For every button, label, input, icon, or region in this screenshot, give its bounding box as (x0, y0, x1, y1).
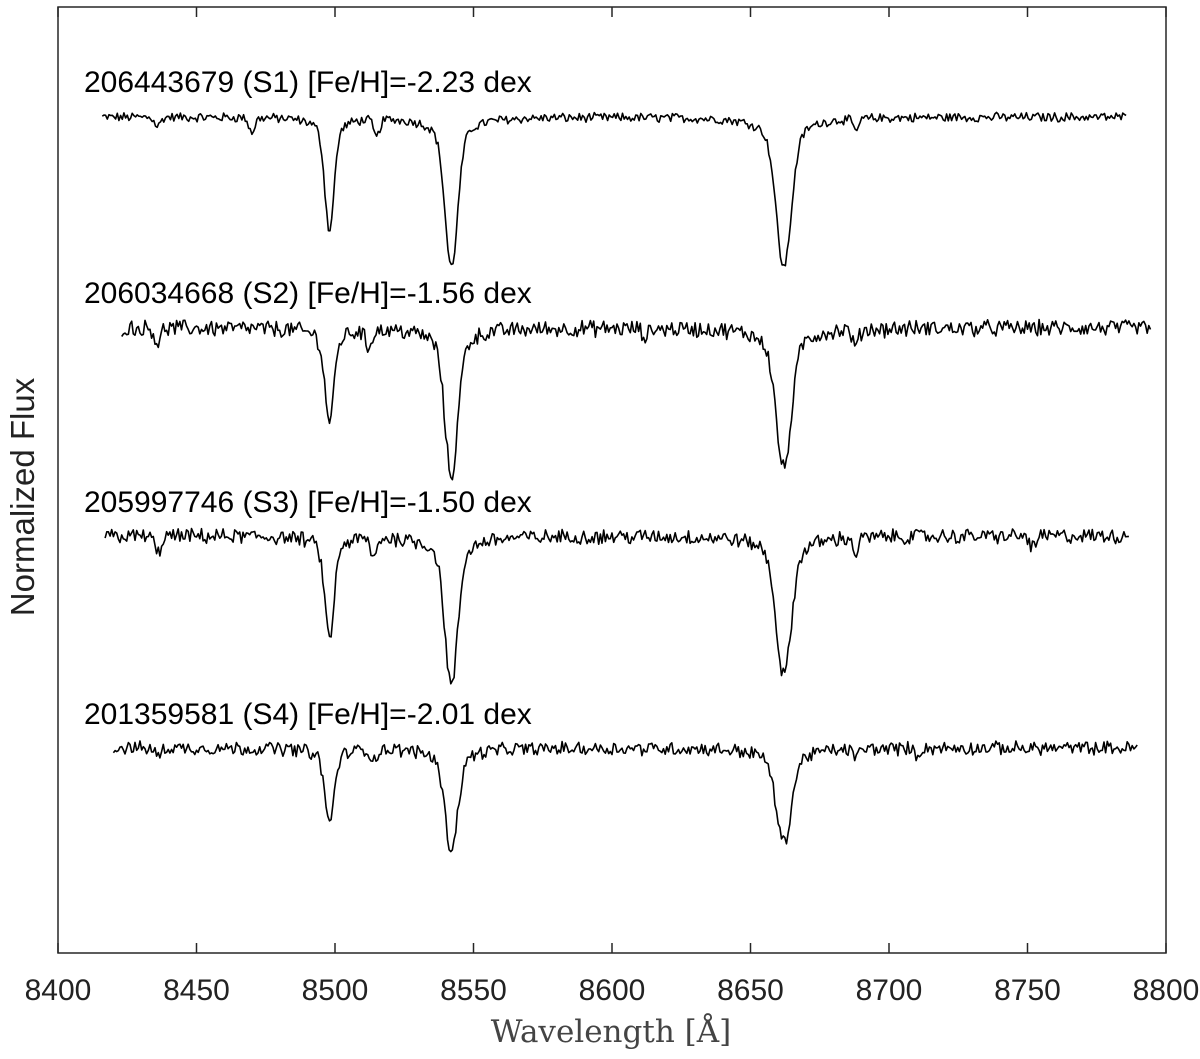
x-tick-label: 8700 (856, 974, 923, 1007)
spectrum-label-s1: 206443679 (S1) [Fe/H]=-2.23 dex (84, 66, 532, 99)
x-tick-label: 8500 (302, 974, 369, 1007)
x-tick-label: 8800 (1133, 974, 1200, 1007)
spectrum-label-s4: 201359581 (S4) [Fe/H]=-2.01 dex (84, 698, 532, 731)
x-axis-title: Wavelength [Å] (491, 1012, 731, 1050)
x-tick-label: 8550 (440, 974, 507, 1007)
label-layer: 206443679 (S1) [Fe/H]=-2.23 dex 206034668… (84, 66, 532, 731)
series-layer (101, 111, 1152, 853)
x-tick-label: 8450 (163, 974, 230, 1007)
spectrum-line-s2 (121, 318, 1152, 481)
spectrum-line-s1 (101, 111, 1127, 267)
spectrum-label-s2: 206034668 (S2) [Fe/H]=-1.56 dex (84, 277, 532, 310)
spectrum-line-s4 (112, 740, 1138, 853)
x-tick-label: 8750 (994, 974, 1061, 1007)
x-tick-label: 8650 (717, 974, 784, 1007)
x-tick-label: 8400 (25, 974, 92, 1007)
tick-layer: 8400 8450 8500 8550 8600 8650 8700 8750 8800 (25, 7, 1200, 1007)
spectrum-label-s3: 205997746 (S3) [Fe/H]=-1.50 dex (84, 486, 532, 519)
y-axis-title: Normalized Flux (4, 377, 41, 616)
x-tick-label: 8600 (579, 974, 646, 1007)
spectrum-line-s3 (104, 527, 1129, 685)
